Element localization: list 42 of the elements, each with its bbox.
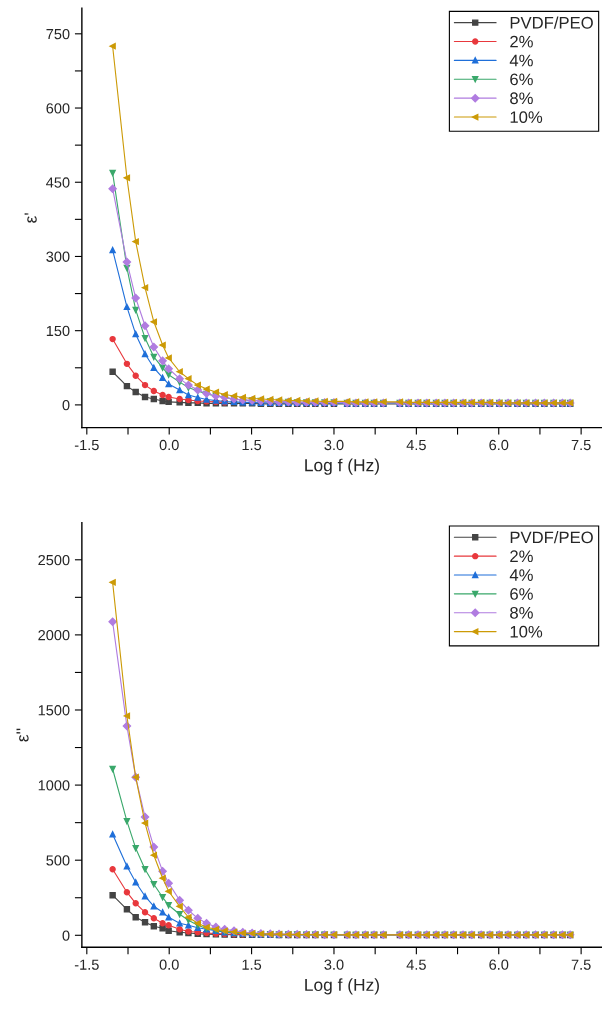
legend-label: 10% [510, 625, 543, 638]
legend-label: 6% [510, 73, 533, 86]
y-tick-label: 1000 [38, 780, 70, 791]
legend-label: PVDF/PEO [510, 16, 593, 29]
legend-label: 10% [510, 111, 543, 124]
y-tick-label: 450 [46, 177, 70, 188]
y-tick-label: 500 [46, 855, 70, 866]
y-tick-label: 1500 [38, 705, 70, 716]
y-tick-label: 0 [62, 399, 70, 411]
x-tick-label: 7.5 [571, 439, 591, 451]
x-tick-label: -1.5 [74, 439, 99, 451]
y-tick-label: 150 [46, 325, 70, 337]
y-tick-label: 600 [46, 103, 70, 114]
legend-label: 2% [510, 35, 533, 48]
legend-label: 8% [510, 92, 533, 105]
y-tick-label: 2000 [38, 629, 70, 641]
y-axis-title: ε' [24, 213, 37, 223]
y-tick-label: 750 [46, 28, 70, 40]
x-tick-label: 0.0 [159, 439, 179, 451]
y-tick-label: 300 [46, 251, 70, 262]
x-tick-label: 0.0 [159, 959, 179, 970]
x-tick-label: -1.5 [74, 959, 99, 970]
legend-label: 8% [510, 606, 533, 619]
x-axis-title: Log f (Hz) [305, 458, 379, 475]
legend-label: PVDF/PEO [510, 531, 593, 544]
y-tick-label: 0 [62, 930, 70, 941]
x-tick-label: 3.0 [324, 959, 344, 970]
x-tick-label: 6.0 [489, 959, 509, 970]
x-tick-label: 1.5 [242, 439, 262, 451]
y-axis-title: ε'' [16, 728, 29, 742]
legend-label: 4% [509, 569, 533, 581]
x-tick-label: 6.0 [489, 439, 509, 451]
x-tick-label: 7.5 [571, 959, 591, 970]
legend-label: 6% [510, 588, 533, 600]
x-tick-label: 1.5 [242, 959, 262, 970]
y-tick-label: 2500 [38, 554, 70, 566]
legend-label: 4% [509, 54, 533, 67]
x-tick-label: 4.5 [406, 959, 426, 970]
x-tick-label: 4.5 [406, 439, 426, 451]
x-tick-label: 3.0 [324, 439, 344, 451]
legend-label: 2% [510, 550, 533, 563]
x-axis-title: Log f (Hz) [305, 978, 379, 995]
